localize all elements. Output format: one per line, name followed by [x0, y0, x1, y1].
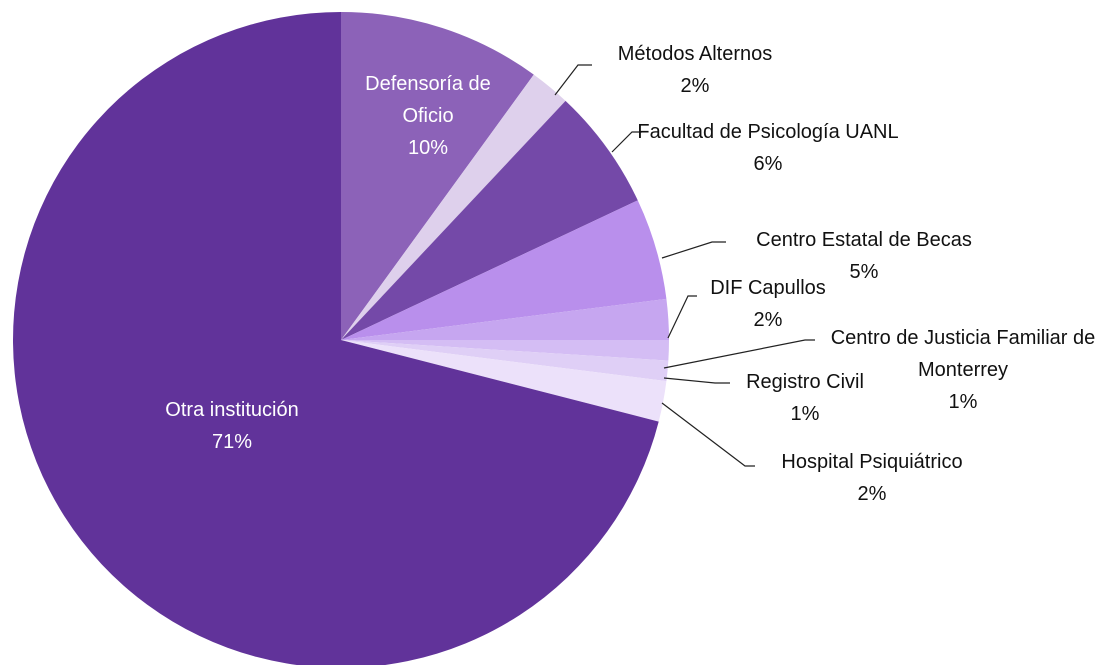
- value-label: 6%: [753, 153, 783, 175]
- category-label: Métodos Alternos: [617, 43, 773, 65]
- leader-line: [611, 131, 642, 153]
- category-label: Defensoría de Oficio: [365, 73, 491, 127]
- pie-slice: [13, 12, 659, 665]
- value-label: 1%: [790, 403, 820, 425]
- slice-label: Centro Estatal de Becas 5%: [756, 224, 972, 288]
- category-label: Otra institución: [165, 399, 299, 421]
- pie-slice: [341, 12, 534, 340]
- slice-label: Centro de Justicia Familiar de Monterrey…: [808, 322, 1117, 418]
- value-label: 1%: [948, 391, 978, 413]
- leader-line: [554, 64, 592, 96]
- pie-slice: [341, 340, 667, 422]
- slices: [13, 12, 669, 665]
- value-label: 5%: [849, 261, 879, 283]
- leader-line: [661, 402, 755, 467]
- leader-line: [661, 241, 726, 259]
- pie-slice: [341, 100, 638, 341]
- pie-slice: [341, 200, 667, 340]
- slice-label: DIF Capullos 2%: [710, 272, 826, 336]
- pie-slice: [341, 340, 669, 361]
- pie-slice: [341, 74, 566, 340]
- slice-label: Facultad de Psicología UANL 6%: [633, 116, 903, 180]
- value-label: 2%: [680, 75, 710, 97]
- slice-label: Hospital Psiquiátrico 2%: [781, 446, 962, 510]
- leader-line: [663, 339, 815, 369]
- leader-lines: [554, 64, 815, 467]
- value-label: 2%: [753, 309, 783, 331]
- category-label: Registro Civil: [746, 371, 864, 393]
- category-label: Hospital Psiquiátrico: [781, 451, 963, 473]
- category-label: DIF Capullos: [710, 277, 826, 299]
- value-label: 10%: [407, 137, 449, 159]
- category-label: Centro Estatal de Becas: [756, 229, 972, 251]
- pie-slice: [341, 298, 669, 340]
- category-label: Facultad de Psicología UANL: [637, 121, 899, 143]
- leader-line: [663, 377, 730, 384]
- value-label: 71%: [211, 431, 253, 453]
- value-label: 2%: [857, 483, 887, 505]
- slice-label: Métodos Alternos 2%: [618, 38, 773, 102]
- pie-slice: [341, 340, 669, 382]
- slice-label: Otra institución 71%: [165, 394, 298, 458]
- category-label: Centro de Justicia Familiar de Monterrey: [830, 327, 1096, 381]
- slice-label: Defensoría de Oficio 10%: [338, 68, 518, 164]
- slice-label: Registro Civil 1%: [746, 366, 864, 430]
- leader-line: [667, 295, 697, 339]
